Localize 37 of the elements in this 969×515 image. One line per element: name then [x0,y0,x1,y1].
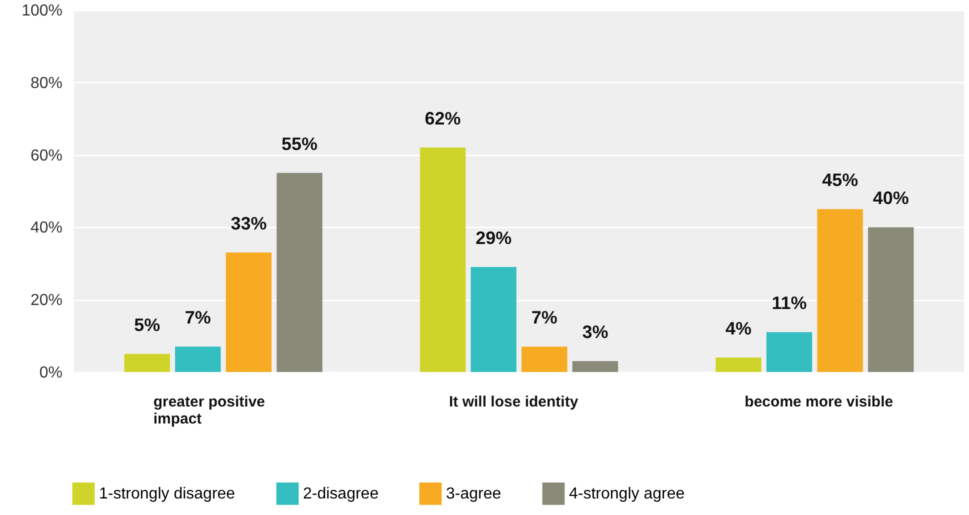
bar [572,361,618,372]
x-tick-label: greater positive impact [153,394,266,428]
data-label: 45% [822,170,858,190]
bar [276,172,322,372]
y-tick-label: 80% [30,74,62,92]
bar [124,354,170,372]
y-tick-label: 0% [39,364,62,382]
x-tick-label: become more visible [744,394,894,410]
data-label: 11% [772,293,807,314]
bar [175,346,221,372]
data-label: 7% [531,308,558,328]
legend-label: 2-disagree [303,486,379,503]
data-label: 40% [872,188,909,208]
bar [868,227,914,372]
legend-label: 3-agree [446,486,502,503]
bar [817,209,863,372]
data-label: 62% [424,108,461,129]
legend-label: 1-strongly disagree [99,486,236,503]
x-tick-label: It will lose identity [449,394,579,410]
legend-label: 4-strongly agree [569,486,685,503]
data-label: 33% [230,214,267,234]
bar [522,346,568,372]
y-tick-label: 40% [30,220,62,237]
bar [716,358,762,372]
y-tick-label: 20% [30,292,62,310]
data-label: 5% [134,314,160,335]
bar [420,148,466,372]
y-tick-label: 60% [30,147,62,164]
bar [226,252,272,372]
bar [766,332,812,372]
data-label: 7% [184,308,211,328]
data-label: 29% [476,228,512,248]
data-label: 55% [282,134,318,154]
bar [470,267,516,372]
data-label: 3% [582,322,608,342]
y-tick-label: 100% [22,2,62,20]
data-label: 4% [725,318,752,339]
